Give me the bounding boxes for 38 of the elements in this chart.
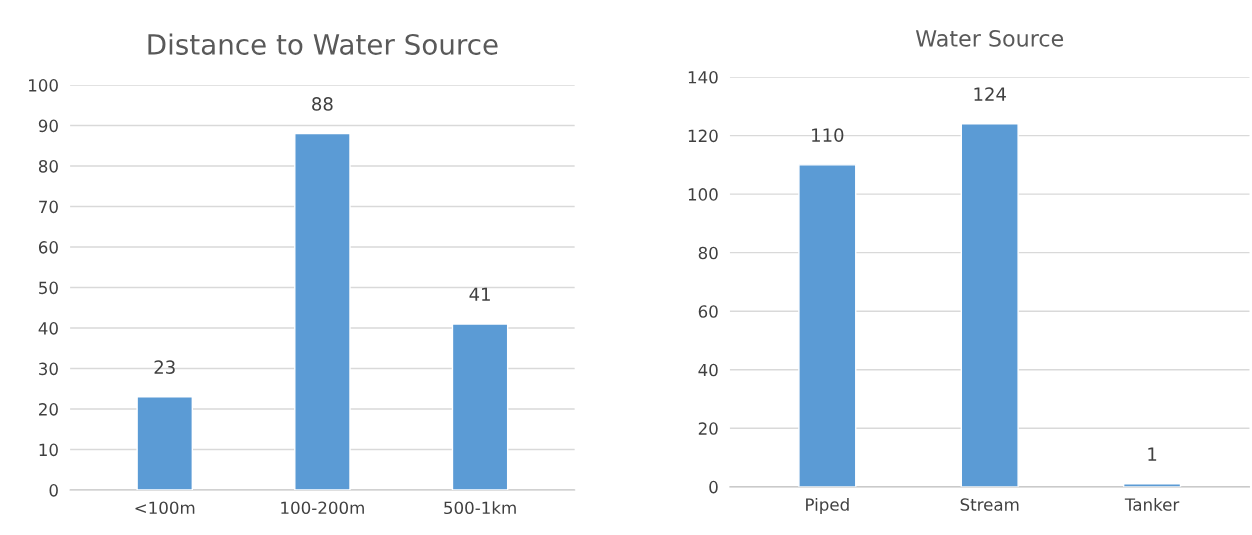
y-tick-label: 0 — [709, 480, 718, 494]
bar — [798, 164, 857, 487]
y-tick-label: 40 — [698, 363, 718, 377]
y-tick-label: 140 — [688, 71, 718, 84]
x-tick-label: Tanker — [1124, 497, 1180, 511]
y-tick-label: 20 — [698, 422, 718, 435]
x-tick-label: 500-1km — [444, 501, 516, 515]
y-tick-label: 80 — [698, 246, 718, 260]
bar — [451, 323, 509, 491]
y-tick-label: 90 — [38, 119, 58, 133]
y-tick-label: 0 — [49, 484, 58, 497]
bar — [960, 123, 1019, 487]
y-tick-label: 50 — [39, 281, 58, 295]
x-tick-label: <100m — [135, 501, 195, 515]
chart-title: Distance to Water Source — [148, 33, 498, 55]
x-tick-label: 100-200m — [281, 501, 364, 515]
x-tick-label: Stream — [960, 498, 1019, 511]
y-tick-label: 30 — [39, 362, 58, 376]
chart-title: Water Source — [915, 29, 1064, 47]
y-tick-label: 60 — [698, 305, 718, 318]
y-tick-label: 60 — [38, 241, 58, 254]
y-tick-label: 80 — [38, 160, 58, 173]
data-label: 41 — [469, 287, 490, 301]
data-label: 88 — [312, 97, 333, 111]
data-label: 110 — [812, 128, 844, 142]
y-tick-label: 40 — [38, 322, 58, 335]
data-label: 23 — [154, 360, 175, 374]
y-tick-label: 100 — [29, 79, 58, 92]
data-label: 124 — [974, 87, 1006, 101]
y-tick-label: 120 — [688, 129, 718, 143]
y-tick-label: 70 — [39, 200, 58, 214]
y-tick-label: 20 — [39, 403, 58, 416]
data-label: 1 — [1148, 447, 1157, 461]
y-tick-label: 100 — [688, 188, 718, 201]
y-tick-label: 10 — [39, 443, 58, 457]
bar — [294, 132, 351, 491]
bar — [136, 396, 194, 491]
x-tick-label: Piped — [806, 497, 849, 515]
